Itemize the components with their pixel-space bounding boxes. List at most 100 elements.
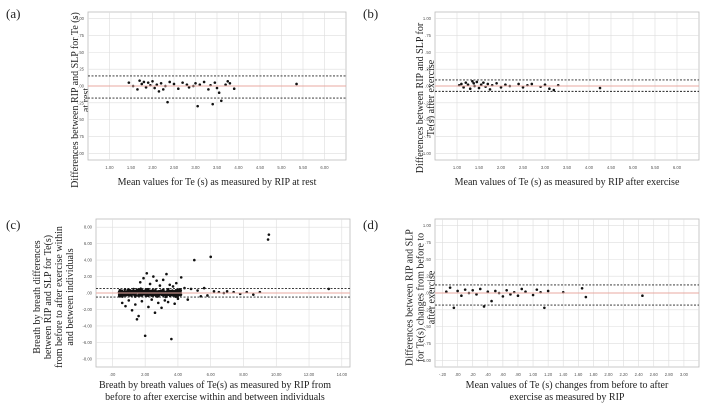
data-point (486, 290, 490, 293)
x-tick-label: 2.50 (170, 165, 179, 170)
y-tick-label: -6.00 (82, 340, 92, 345)
data-point (171, 289, 174, 292)
data-point (531, 293, 535, 297)
data-point (475, 293, 478, 296)
data-point (217, 91, 221, 95)
x-tick-label: 1.00 (529, 372, 538, 377)
x-tick-label: 4.50 (607, 165, 616, 170)
x-tick-label: 2.00 (604, 372, 613, 377)
data-point (482, 305, 486, 308)
x-tick-label: 4.50 (256, 165, 265, 170)
data-point (520, 287, 524, 291)
y-tick-label: .25 (425, 274, 431, 279)
y-tick-label: -8.00 (82, 356, 92, 361)
data-point (168, 80, 171, 84)
data-point (144, 86, 148, 89)
data-point (464, 81, 468, 84)
data-point (134, 303, 137, 306)
data-point (145, 271, 149, 275)
data-point (505, 289, 508, 292)
x-tick-label: 2.40 (635, 372, 644, 377)
data-point (135, 318, 139, 321)
data-point (161, 88, 165, 91)
data-point (267, 233, 271, 236)
data-point (543, 306, 546, 310)
data-point (174, 295, 177, 298)
data-point (171, 285, 175, 288)
y-tick-label: .00 (86, 291, 92, 296)
x-axis-label: Mean values of Te (s) as measured by RIP… (435, 177, 699, 189)
y-tick-label: 4.00 (84, 258, 93, 263)
data-point (462, 86, 465, 89)
x-tick-label: 3.00 (680, 372, 689, 377)
data-point (148, 289, 152, 293)
data-point (165, 272, 168, 276)
chart-panel-a: (a) Differences between RIP and SLP for … (0, 0, 353, 205)
data-point (158, 284, 162, 287)
data-point (486, 82, 490, 86)
x-axis-label: Breath by breath values of Te(s) as meas… (80, 380, 350, 404)
data-point (535, 288, 539, 291)
x-tick-label: 4.00 (585, 165, 594, 170)
x-tick-label: 1.40 (559, 372, 568, 377)
data-point (478, 287, 482, 291)
x-tick-label: -.20 (439, 372, 447, 377)
data-point (177, 87, 180, 90)
y-tick-label: -1.00 (421, 358, 431, 363)
data-point (504, 83, 507, 86)
data-point (207, 88, 210, 91)
data-point (139, 287, 142, 290)
x-tick-label: 6.00 (207, 372, 216, 377)
x-tick-label: 2.20 (619, 372, 628, 377)
data-point (463, 288, 467, 291)
y-tick-label: -.50 (424, 324, 432, 329)
x-tick-label: 3.50 (563, 165, 572, 170)
data-point (295, 82, 298, 86)
x-tick-label: 12.00 (304, 372, 315, 377)
x-tick-label: .60 (500, 372, 506, 377)
panel-label: (c) (6, 217, 21, 232)
y-tick-label: .00 (78, 84, 84, 89)
data-point (120, 301, 124, 305)
y-tick-label: -.50 (77, 117, 85, 122)
data-point (155, 279, 158, 282)
x-tick-label: 8.00 (239, 372, 248, 377)
data-point (460, 294, 463, 297)
y-tick-label: .00 (425, 291, 431, 296)
chart-panel-b: (b) Differences between RIP and SLP for … (353, 0, 706, 205)
x-tick-label: 3.00 (541, 165, 550, 170)
data-point (488, 88, 492, 91)
data-point (138, 294, 141, 297)
x-tick-label: .00 (109, 372, 115, 377)
data-point (501, 295, 505, 298)
data-point (142, 80, 146, 84)
data-point (179, 289, 183, 292)
data-point (202, 80, 206, 84)
data-point (509, 293, 512, 296)
data-point (228, 82, 232, 85)
data-point (159, 290, 162, 294)
data-point (213, 81, 217, 84)
data-point (468, 87, 472, 90)
x-tick-label: 4.00 (174, 372, 183, 377)
x-tick-label: 3.00 (191, 165, 200, 170)
y-tick-label: -.75 (424, 341, 432, 346)
data-point (133, 294, 136, 297)
data-point (266, 238, 270, 241)
data-point (153, 86, 156, 90)
chart-plot-c: .00 2.00 4.00 6.00 8.00 10.00 12.00 14.00 -8.00 -… (82, 218, 351, 377)
x-tick-label: 2.50 (519, 165, 528, 170)
chart-plot-a: 1.00 1.50 2.00 2.50 3.00 3.50 4.00 4.50 5.00 5.50… (74, 11, 347, 170)
data-point (552, 88, 556, 92)
y-tick-label: 1.00 (76, 16, 85, 21)
y-tick-label: .25 (425, 67, 431, 72)
data-point (163, 299, 167, 302)
y-tick-label: -2.00 (82, 307, 92, 312)
panel-label: (a) (6, 6, 21, 21)
data-point (524, 290, 527, 293)
data-point (472, 82, 476, 85)
data-point (479, 83, 483, 86)
data-point (179, 276, 183, 279)
x-axis-label-line: exercise as measured by RIP (509, 392, 625, 403)
data-point (543, 83, 547, 86)
